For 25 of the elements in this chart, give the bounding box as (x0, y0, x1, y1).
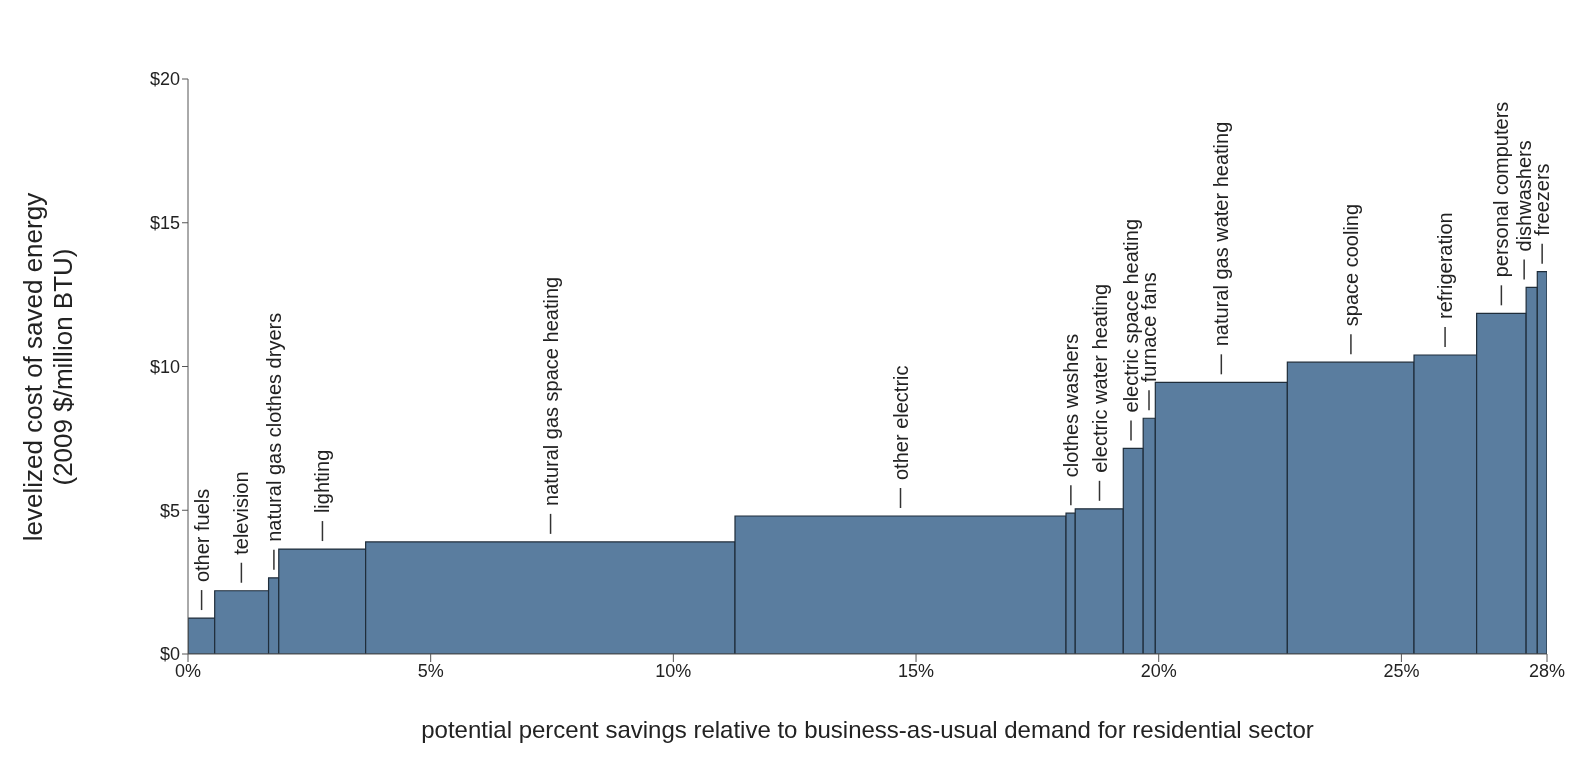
annotation: natural gas clothes dryers (262, 312, 285, 542)
x-axis-title: potential percent savings relative to business-as-usual demand for residential sector (420, 716, 1315, 744)
annotation: natural gas water heating (1210, 121, 1233, 347)
annotation: other fuels (190, 488, 213, 583)
x-tick-label: 25% (1383, 660, 1420, 681)
y-axis-title: levelized cost of saved energy (2009 $/million BTU) (18, 192, 78, 541)
y-tick-label: $5 (159, 500, 180, 521)
x-tick-label: 15% (898, 660, 935, 681)
annotation: natural gas space heating (539, 276, 562, 506)
annotation: lighting (311, 449, 334, 514)
annotation: refrigeration (1434, 212, 1457, 319)
annotation: freezers (1531, 163, 1554, 236)
y-tick-label: $20 (149, 69, 180, 90)
annotation: television (230, 471, 253, 555)
annotation: clothes washers (1059, 333, 1082, 478)
annotation: other electric (889, 365, 912, 480)
annotation: electric water heating (1088, 283, 1111, 473)
annotation: personal computers (1490, 101, 1513, 278)
y-tick-label: $15 (149, 213, 180, 234)
x-tick-label: 10% (655, 660, 692, 681)
annotation: space cooling (1339, 203, 1362, 327)
x-tick-label: 20% (1140, 660, 1177, 681)
x-tick-label: 28% (1528, 660, 1566, 681)
y-tick-label: $10 (149, 356, 180, 377)
x-tick-label: 5% (417, 660, 444, 681)
